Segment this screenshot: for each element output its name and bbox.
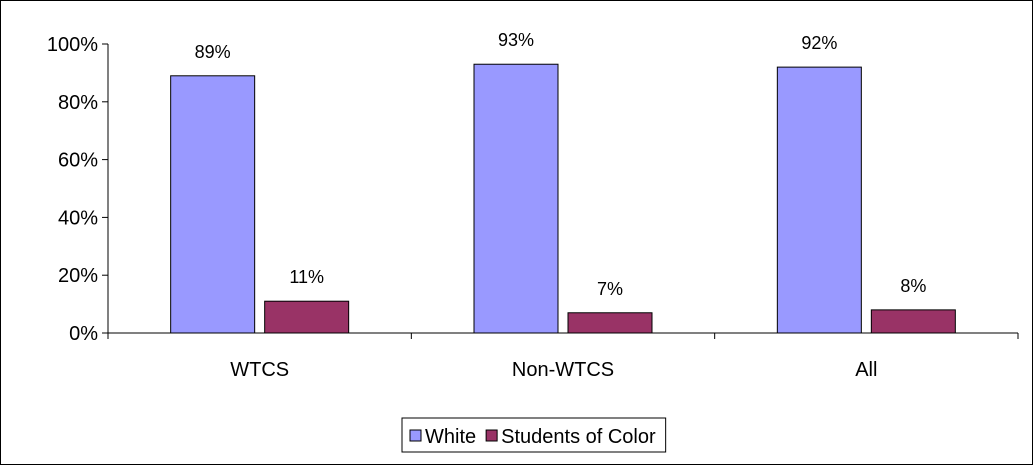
bar	[870, 309, 956, 334]
data-label: 89%	[195, 42, 231, 62]
legend: White Students of Color	[401, 417, 667, 453]
legend-box	[401, 417, 667, 453]
bar	[264, 300, 350, 334]
data-label: 92%	[801, 33, 837, 53]
y-tick-label: 60%	[58, 150, 98, 172]
legend-label: Students of Color	[501, 426, 656, 448]
bar	[567, 312, 653, 334]
y-tick-label: 0%	[69, 323, 98, 345]
y-tick-label: 20%	[58, 265, 98, 287]
data-label: 11%	[289, 267, 324, 287]
bar	[170, 75, 256, 334]
legend-swatch	[485, 429, 498, 442]
data-label: 93%	[498, 30, 534, 50]
data-label: 7%	[597, 279, 623, 299]
bars	[170, 63, 956, 334]
x-axis-ticks: WTCS Non-WTCS All	[107, 333, 1019, 381]
bar	[473, 63, 559, 334]
bar	[776, 66, 862, 334]
legend-label: White	[425, 426, 476, 448]
legend-swatch	[409, 429, 422, 442]
data-label: 8%	[900, 276, 926, 296]
x-tick-label: WTCS	[230, 359, 289, 381]
y-tick-label: 40%	[58, 207, 98, 229]
y-axis-ticks: 0% 20% 40% 60% 80% 100%	[47, 34, 108, 345]
x-tick-label: Non-WTCS	[512, 359, 614, 381]
y-tick-label: 80%	[58, 92, 98, 114]
x-tick-label: All	[855, 359, 877, 381]
data-labels: 89% 11% 93% 7% 92% 8%	[195, 30, 927, 299]
y-tick-label: 100%	[47, 34, 98, 56]
